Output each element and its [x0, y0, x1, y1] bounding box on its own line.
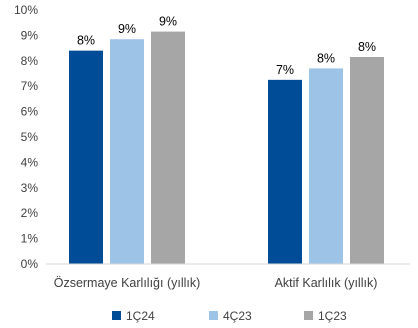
y-tick-label: 5% [21, 130, 39, 144]
y-tick-label: 8% [21, 54, 39, 68]
data-label: 8% [317, 51, 335, 65]
y-tick-label: 9% [21, 28, 39, 42]
y-tick-label: 4% [21, 155, 39, 169]
data-label-group: 8% 9% 9% 7% 8% 8% [77, 15, 376, 77]
legend-label: 4Ç23 [223, 309, 252, 323]
y-tick-label: 0% [21, 257, 39, 271]
y-tick-label: 1% [21, 232, 39, 246]
category-label: Özsermaye Karlılığı (yıllık) [54, 276, 201, 290]
legend-label: 1Ç23 [318, 309, 347, 323]
data-label: 9% [118, 22, 136, 36]
legend-swatch [112, 311, 121, 320]
bar [350, 56, 384, 264]
legend-label: 1Ç24 [126, 309, 155, 323]
bar [268, 79, 302, 264]
data-label: 7% [276, 63, 294, 77]
y-tick-label: 3% [21, 181, 39, 195]
data-label: 8% [77, 34, 95, 48]
legend-swatch [304, 311, 313, 320]
y-tick-label: 10% [14, 3, 38, 17]
y-tick-label: 6% [21, 105, 39, 119]
legend-swatch [209, 311, 218, 320]
legend: 1Ç24 4Ç23 1Ç23 [112, 309, 347, 323]
y-axis-tick-labels: 0% 1% 2% 3% 4% 5% 6% 7% 8% 9% 10% [14, 3, 38, 271]
category-labels: Özsermaye Karlılığı (yıllık) Aktif Karlıl… [54, 276, 378, 290]
bar [69, 50, 103, 264]
bar [151, 31, 185, 265]
bar [309, 68, 343, 264]
bar-group [69, 31, 384, 265]
data-label: 9% [159, 15, 177, 29]
data-label: 8% [358, 40, 376, 54]
y-tick-label: 2% [21, 206, 39, 220]
category-label: Aktif Karlılık (yıllık) [275, 276, 378, 290]
bar [110, 39, 144, 265]
y-tick-label: 7% [21, 79, 39, 93]
